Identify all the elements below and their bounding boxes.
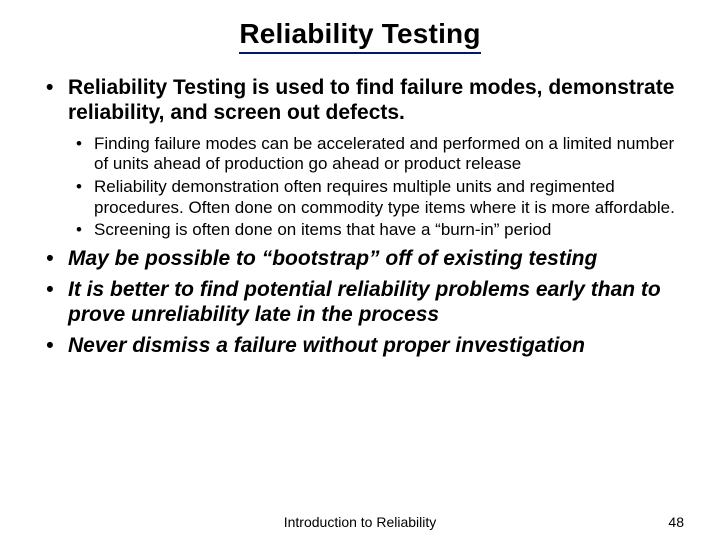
page-number: 48: [668, 514, 684, 530]
footer-center-text: Introduction to Reliability: [0, 514, 720, 530]
content-area: Reliability Testing is used to find fail…: [30, 76, 690, 358]
bullet-l2-item: Screening is often done on items that ha…: [68, 220, 684, 241]
slide-title: Reliability Testing: [239, 18, 480, 54]
slide: Reliability Testing Reliability Testing …: [0, 0, 720, 540]
bullet-l2-text: Reliability demonstration often requires…: [94, 177, 675, 217]
bullet-l2-item: Reliability demonstration often requires…: [68, 177, 684, 218]
bullet-list-level1-bottom: May be possible to “bootstrap” off of ex…: [40, 247, 684, 358]
bullet-l1-text: Never dismiss a failure without proper i…: [68, 334, 585, 357]
bullet-l1-text: May be possible to “bootstrap” off of ex…: [68, 247, 597, 270]
bullet-l1-item: Reliability Testing is used to find fail…: [40, 76, 684, 241]
bullet-l2-text: Finding failure modes can be accelerated…: [94, 134, 674, 174]
title-wrap: Reliability Testing: [30, 18, 690, 54]
bullet-l1-item: It is better to find potential reliabili…: [40, 278, 684, 328]
bullet-l1-text: It is better to find potential reliabili…: [68, 278, 661, 326]
bullet-l2-item: Finding failure modes can be accelerated…: [68, 134, 684, 175]
bullet-list-level2: Finding failure modes can be accelerated…: [68, 134, 684, 242]
bullet-list-level1-top: Reliability Testing is used to find fail…: [40, 76, 684, 241]
bullet-l1-text: Reliability Testing is used to find fail…: [68, 76, 674, 124]
bullet-l1-item: Never dismiss a failure without proper i…: [40, 334, 684, 359]
bullet-l2-text: Screening is often done on items that ha…: [94, 220, 551, 239]
bullet-l1-item: May be possible to “bootstrap” off of ex…: [40, 247, 684, 272]
